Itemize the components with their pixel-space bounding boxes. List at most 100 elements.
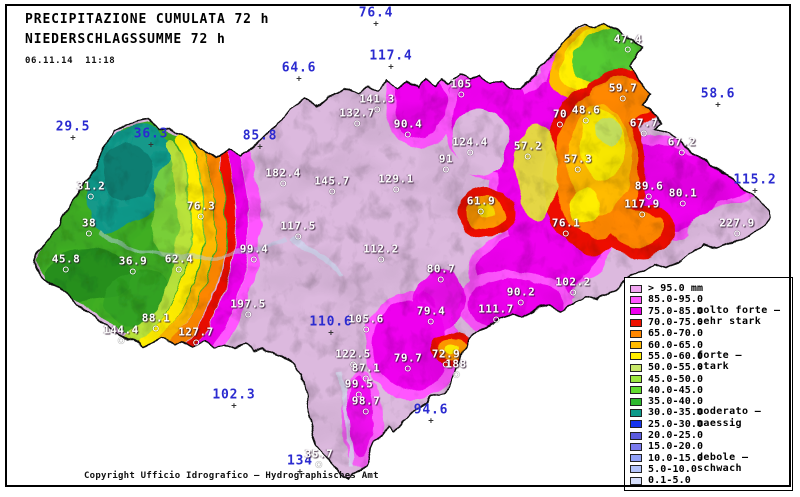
station: 90.2 (507, 287, 536, 306)
station-dot-marker (378, 256, 384, 263)
station-dot-marker (316, 461, 322, 468)
legend-color-swatch (630, 352, 642, 361)
station-dot-marker (251, 256, 257, 263)
legend-intensity-line1: molto forte – (697, 304, 781, 316)
station-value-label: 145.7 (314, 174, 350, 188)
legend-rows: > 95.0 mm 85.0-95.0 75.0-85.0 70.0-75.0 65.0… (625, 283, 792, 486)
legend-row: 5.0-10.0 (625, 464, 792, 475)
station: 115.2 + (733, 174, 776, 197)
station-plus-marker: + (388, 62, 394, 73)
station-dot-marker (518, 299, 524, 306)
station-plus-marker: + (231, 401, 237, 412)
station-dot-marker (153, 325, 159, 332)
station: 94.6 + (414, 404, 449, 427)
station-dot-marker (88, 193, 94, 200)
legend-range-label: 15.0-20.0 (648, 441, 704, 453)
station: 227.9 (719, 218, 755, 237)
copyright-notice: Copyright Ufficio Idrografico – Hydrogra… (84, 471, 379, 481)
station-dot-marker (443, 361, 449, 368)
station: 61.9 (467, 196, 496, 215)
station-dot-marker (620, 95, 626, 102)
legend-intensity-line2: sehr stark (697, 315, 762, 327)
station: 76.4 + (359, 7, 394, 30)
legend-range-label: 35.0-40.0 (648, 396, 704, 408)
station-value-label: 117.5 (280, 219, 316, 233)
station: 99.4 (240, 244, 269, 263)
station-dot-marker (198, 213, 204, 220)
station-dot-marker (575, 166, 581, 173)
legend-row: 15.0-20.0 (625, 441, 792, 452)
station: 129.1 (378, 174, 414, 193)
legend-color-swatch (630, 341, 642, 350)
legend-row: 30.0-35.0 (625, 407, 792, 418)
station: 102.2 (555, 277, 591, 296)
station: 76.3 (187, 201, 216, 220)
station: 72.9 (432, 349, 461, 368)
station-value-label: 36.9 (118, 254, 148, 268)
station: 57.3 (564, 154, 593, 173)
station-value-label: 98.7 (351, 394, 381, 408)
station-plus-marker: + (752, 186, 758, 197)
legend-row: 85.0-95.0 (625, 294, 792, 305)
station-value-label: 99.5 (344, 377, 374, 391)
page-title-german: NIEDERSCHLAGSSUMME 72 h (25, 32, 226, 47)
station: 80.7 (427, 264, 456, 283)
station-value-label: 227.9 (719, 216, 755, 230)
station-dot-marker (405, 365, 411, 372)
station: 67.2 (668, 137, 697, 156)
station: 85.8 + (243, 130, 278, 153)
station: 90.4 (394, 119, 423, 138)
title-block: PRECIPITAZIONE CUMULATA 72 h NIEDERSCHLA… (25, 10, 269, 50)
station-dot-marker (374, 106, 380, 113)
legend-intensity-line2: maessig (697, 417, 742, 429)
legend-intensity-label: forte – stark (697, 350, 742, 373)
legend-row: 75.0-85.0 (625, 306, 792, 317)
legend-color-swatch (630, 329, 642, 338)
station-value-label: 62.4 (164, 252, 194, 266)
station-value-label: 182.4 (265, 166, 301, 180)
station: 88.1 (142, 313, 171, 332)
station-dot-marker (363, 375, 369, 382)
legend-row: 50.0-55.0 (625, 362, 792, 373)
station-dot-marker (639, 211, 645, 218)
station-dot-marker (245, 311, 251, 318)
station-dot-marker (467, 149, 473, 156)
station: 36.9 (119, 256, 148, 275)
station-value-label: 127.7 (178, 325, 214, 339)
legend-color-swatch (630, 420, 642, 429)
station-dot-marker (63, 266, 69, 273)
legend-range-label: 50.0-55.0 (648, 362, 704, 374)
station: 45.8 (52, 254, 81, 273)
station-dot-marker (428, 318, 434, 325)
station-dot-marker (354, 120, 360, 127)
station-dot-marker (438, 276, 444, 283)
station-value-label: 141.3 (359, 92, 395, 106)
station-value-label: 134 (287, 453, 313, 469)
station-value-label: 29.5 (55, 119, 91, 135)
station: 145.7 (314, 176, 350, 195)
station-value-label: 58.6 (700, 86, 736, 102)
legend-range-label: 10.0-15.0 (648, 452, 704, 464)
legend-color-swatch (630, 284, 642, 293)
station: 188 (445, 359, 466, 378)
legend-row: 10.0-15.0 (625, 452, 792, 464)
station-plus-marker: + (70, 133, 76, 144)
station: 36.3 + (134, 128, 169, 151)
station: 102.3 + (212, 389, 255, 412)
legend-row: 45.0-50.0 (625, 373, 792, 385)
station: 62.4 (165, 254, 194, 273)
legend-row: 65.0-70.0 (625, 328, 792, 339)
station-dot-marker (679, 149, 685, 156)
station-dot-marker (193, 339, 199, 346)
station: 89.6 (635, 181, 664, 200)
legend-color-swatch (630, 442, 642, 451)
legend-intensity-label: debole – schwach (697, 452, 748, 475)
station-dot-marker (525, 153, 531, 160)
station-plus-marker: + (373, 19, 379, 30)
station-value-label: 72.9 (431, 347, 461, 361)
station: 59.7 (609, 83, 638, 102)
station-dot-marker (625, 46, 631, 53)
legend-range-label: 65.0-70.0 (648, 328, 704, 340)
legend-range-label: 85.0-95.0 (648, 294, 704, 306)
legend-row: 55.0-60.0 (625, 351, 792, 362)
